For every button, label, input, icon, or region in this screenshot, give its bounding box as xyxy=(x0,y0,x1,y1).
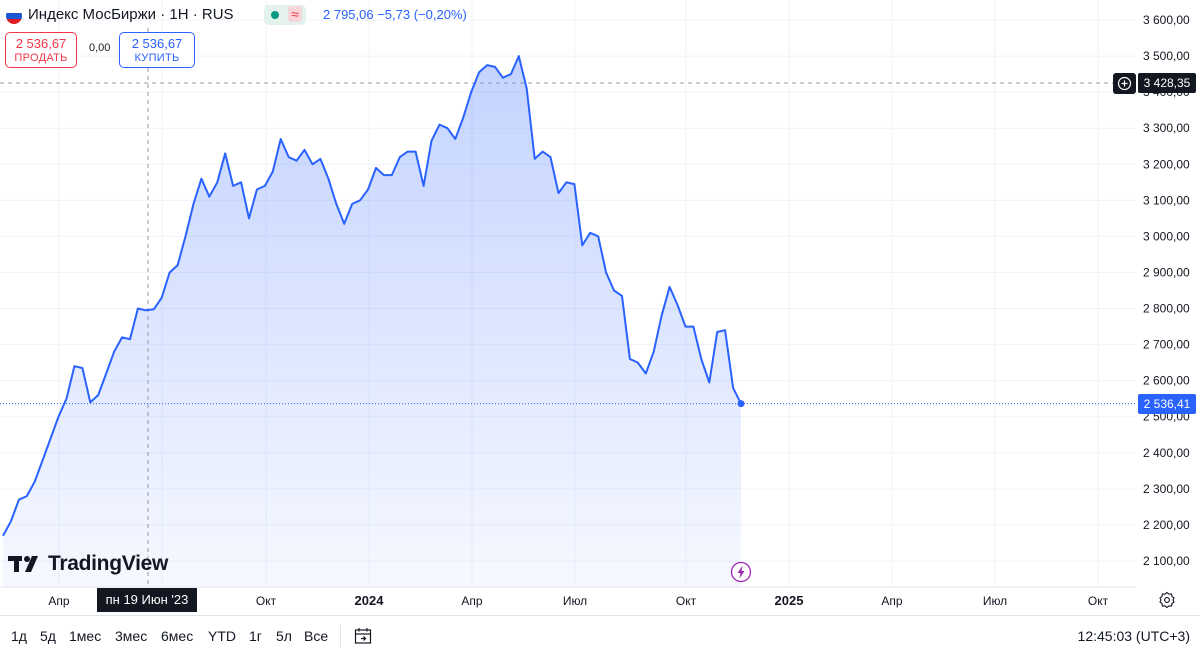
price-axis-tick-label: 3 200,00 xyxy=(1143,157,1190,171)
range-button[interactable]: 3мес xyxy=(115,628,148,644)
price-axis-tick-label: 3 300,00 xyxy=(1143,121,1190,135)
last-price-dot xyxy=(737,400,745,408)
tradingview-logo[interactable]: TradingView xyxy=(8,551,168,577)
time-axis: Апр Окт 2024 Апр Июл Окт 2025 Апр Июл Окт xyxy=(48,593,1108,608)
clock-timezone[interactable]: 12:45:03 (UTC+3) xyxy=(1077,628,1190,644)
price-axis-tick-label: 3 100,00 xyxy=(1143,193,1190,207)
sell-button[interactable]: 2 536,67 ПРОДАТЬ xyxy=(5,32,77,68)
buy-price: 2 536,67 xyxy=(131,36,183,51)
price-area-fill xyxy=(3,56,741,588)
market-status-badge[interactable]: ≈ xyxy=(264,5,306,25)
add-alert-button[interactable] xyxy=(1113,73,1136,94)
symbol-title[interactable]: Индекс МосБиржи · 1H · RUS xyxy=(28,6,234,23)
time-axis-tick-label: Окт xyxy=(676,594,697,608)
tradingview-logo-icon xyxy=(8,556,38,572)
time-axis-tick-label: Апр xyxy=(461,594,483,608)
quote-change: 2 795,06 −5,73 (−0,20%) xyxy=(323,7,467,22)
market-open-dot-icon xyxy=(271,11,279,19)
price-line xyxy=(2,55,742,537)
gear-icon[interactable] xyxy=(1158,591,1176,609)
price-axis-tick-label: 2 400,00 xyxy=(1143,446,1190,460)
time-axis-tick-label: Апр xyxy=(48,594,70,608)
buy-label: КУПИТЬ xyxy=(134,52,180,64)
time-axis-tick-label: Окт xyxy=(1088,594,1109,608)
time-axis-tick-label: 2025 xyxy=(775,593,804,608)
price-axis-tick-label: 2 100,00 xyxy=(1143,554,1190,568)
plus-icon xyxy=(1117,76,1132,91)
russia-flag-icon xyxy=(6,8,22,24)
range-button[interactable]: Все xyxy=(304,628,329,644)
spread-value: 0,00 xyxy=(89,42,111,54)
range-button[interactable]: 5д xyxy=(40,628,56,644)
time-axis-tick-label: Апр xyxy=(881,594,903,608)
price-axis-tick-label: 3 500,00 xyxy=(1143,49,1190,63)
calendar-icon[interactable] xyxy=(353,626,373,646)
price-axis-tick-label: 3 000,00 xyxy=(1143,229,1190,243)
range-button[interactable]: YTD xyxy=(208,628,236,644)
lightning-icon[interactable] xyxy=(730,561,752,583)
sell-label: ПРОДАТЬ xyxy=(14,52,68,64)
bottom-toolbar: 1д 5д 1мес 3мес 6мес YTD 1г 5л Все 12:45:03 (UTC… xyxy=(0,615,1200,656)
range-button[interactable]: 1г xyxy=(249,628,262,644)
time-axis-tick-label: Окт xyxy=(256,594,277,608)
price-axis: 2 100,002 200,002 300,002 400,002 500,00… xyxy=(1143,13,1190,568)
price-axis-tick-label: 3 600,00 xyxy=(1143,13,1190,27)
crosshair-price-label: 3 428,35 xyxy=(1138,73,1196,93)
price-axis-tick-label: 2 900,00 xyxy=(1143,265,1190,279)
price-axis-tick-label: 2 800,00 xyxy=(1143,302,1190,316)
range-button[interactable]: 1д xyxy=(11,628,27,644)
crosshair-date-label: пн 19 Июн '23 xyxy=(97,588,197,612)
range-button[interactable]: 5л xyxy=(276,628,292,644)
price-axis-tick-label: 2 600,00 xyxy=(1143,374,1190,388)
wave-icon: ≈ xyxy=(288,6,302,22)
time-axis-tick-label: Июл xyxy=(563,594,587,608)
time-axis-tick-label: 2024 xyxy=(355,593,385,608)
price-axis-tick-label: 2 300,00 xyxy=(1143,482,1190,496)
range-button[interactable]: 1мес xyxy=(69,628,102,644)
logo-text: TradingView xyxy=(48,552,169,575)
time-axis-tick-label: Июл xyxy=(983,594,1007,608)
range-button[interactable]: 6мес xyxy=(161,628,194,644)
price-axis-tick-label: 2 700,00 xyxy=(1143,338,1190,352)
buy-button[interactable]: 2 536,67 КУПИТЬ xyxy=(119,32,195,68)
toolbar-divider xyxy=(340,625,341,647)
price-axis-tick-label: 2 200,00 xyxy=(1143,518,1190,532)
last-price-label: 2 536,41 xyxy=(1138,393,1196,414)
sell-price: 2 536,67 xyxy=(15,36,67,51)
